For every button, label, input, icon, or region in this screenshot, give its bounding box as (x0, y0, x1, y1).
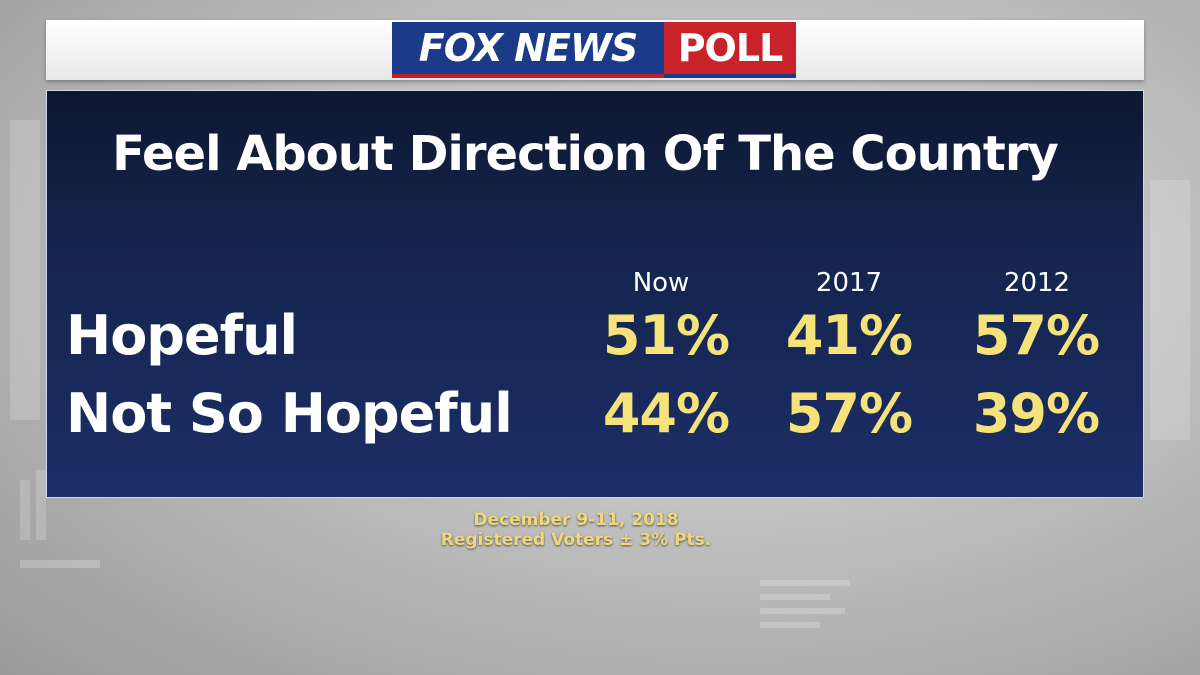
poll-panel (46, 90, 1144, 498)
value-hopeful-now: 51% (602, 304, 730, 367)
poll-logo: POLL (664, 22, 796, 78)
column-header-2012: 2012 (1003, 268, 1071, 298)
fox-news-poll-logo: FOX NEWS POLL (392, 22, 796, 78)
fox-news-logo: FOX NEWS (392, 22, 664, 78)
row-label-hopeful: Hopeful (66, 304, 298, 367)
column-header-2017: 2017 (815, 268, 883, 298)
footnote-sample: Registered Voters ± 3% Pts. (440, 530, 712, 550)
value-not-so-hopeful-2017: 57% (785, 382, 913, 445)
value-not-so-hopeful-now: 44% (602, 382, 730, 445)
value-hopeful-2017: 41% (785, 304, 913, 367)
value-not-so-hopeful-2012: 39% (972, 382, 1100, 445)
column-header-now: Now (632, 268, 690, 298)
value-hopeful-2012: 57% (972, 304, 1100, 367)
footnote-date: December 9-11, 2018 (473, 510, 679, 530)
row-label-not-so-hopeful: Not So Hopeful (66, 382, 513, 445)
chart-title: Feel About Direction Of The Country (112, 126, 1059, 182)
